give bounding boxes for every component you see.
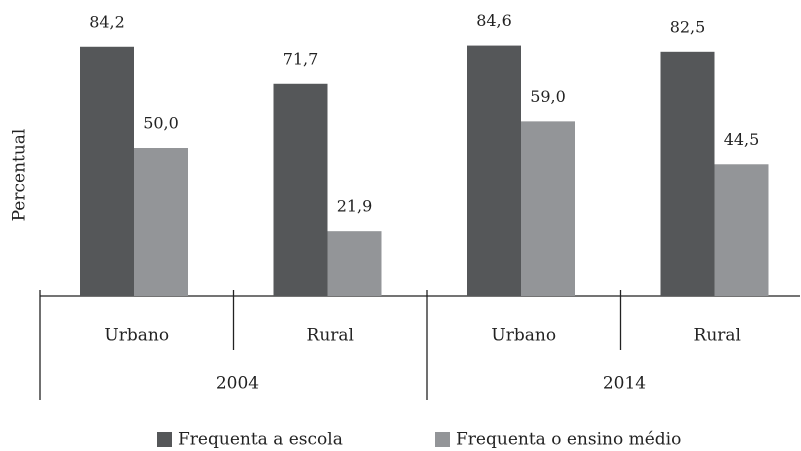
bar xyxy=(521,121,575,296)
bar xyxy=(660,51,715,296)
value-label: 21,9 xyxy=(337,197,373,216)
group-label: 2014 xyxy=(603,374,646,394)
bar xyxy=(273,83,328,296)
value-label: 84,2 xyxy=(89,12,125,31)
legend-label: Frequenta a escola xyxy=(178,430,343,450)
value-label: 59,0 xyxy=(530,87,566,106)
y-axis-label: Percentual xyxy=(10,129,30,222)
value-label: 82,5 xyxy=(670,17,706,36)
legend-label: Frequenta o ensino médio xyxy=(456,430,681,450)
x-tick-label: Urbano xyxy=(491,326,556,346)
value-label: 50,0 xyxy=(143,114,179,133)
value-label: 84,6 xyxy=(476,11,512,30)
value-label: 44,5 xyxy=(724,130,760,149)
x-tick-label: Rural xyxy=(307,326,354,346)
value-label: 71,7 xyxy=(283,49,319,68)
bar xyxy=(327,231,382,296)
legend-swatch xyxy=(435,432,450,447)
legend-swatch xyxy=(157,432,172,447)
x-tick-label: Urbano xyxy=(104,326,169,346)
x-tick-label: Rural xyxy=(694,326,741,346)
group-label: 2004 xyxy=(216,374,259,394)
bar xyxy=(80,46,134,296)
bar xyxy=(714,164,769,296)
bar xyxy=(134,148,188,296)
bar xyxy=(467,45,521,296)
